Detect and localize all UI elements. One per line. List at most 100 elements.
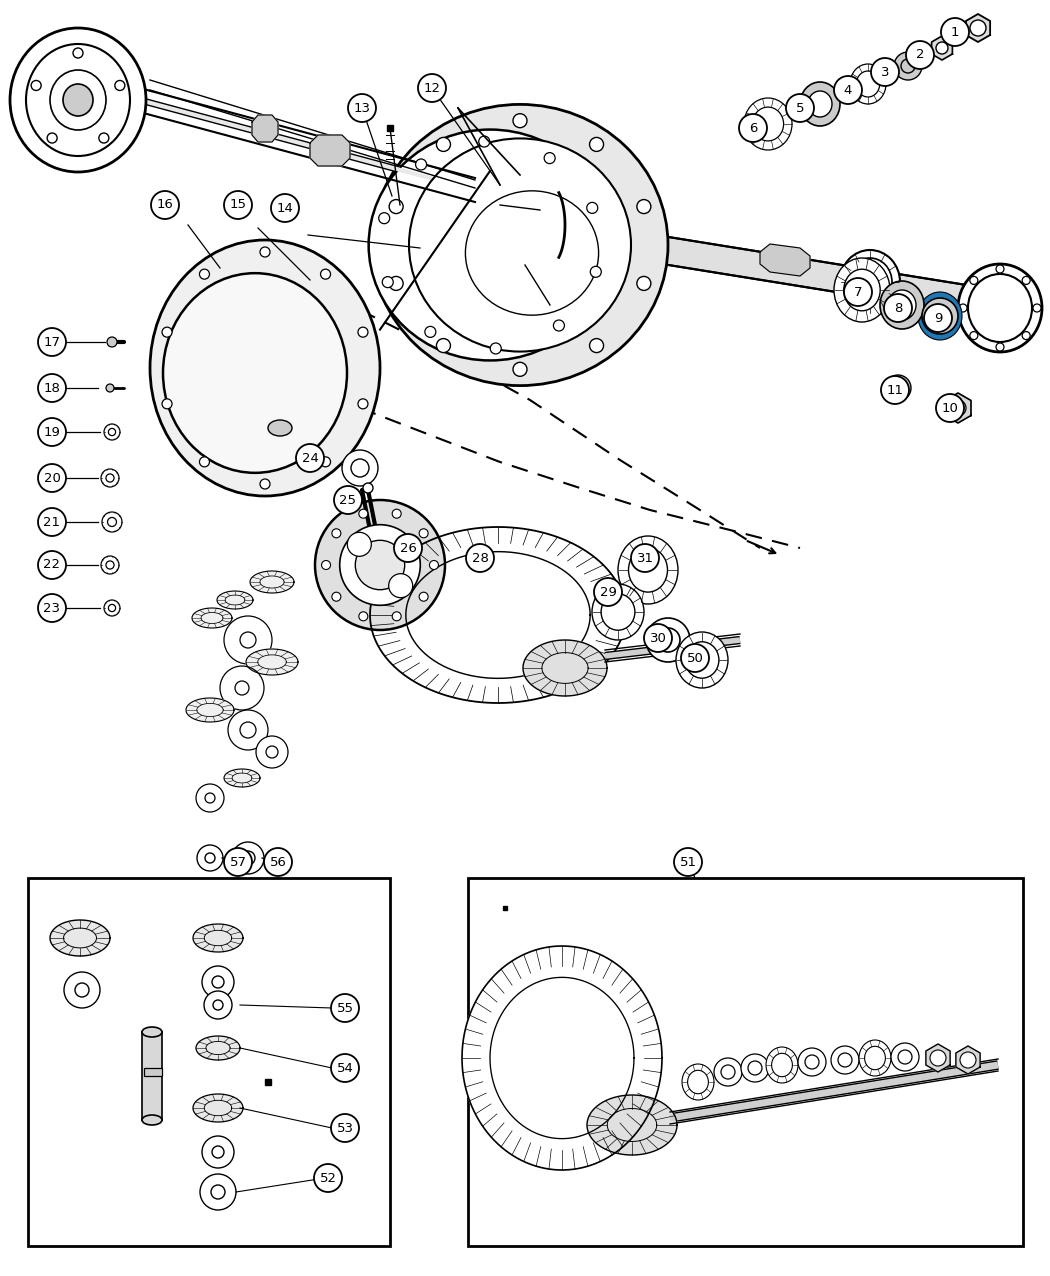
Ellipse shape <box>369 130 611 360</box>
Ellipse shape <box>419 528 428 537</box>
Polygon shape <box>217 591 253 609</box>
Ellipse shape <box>996 343 1004 351</box>
Ellipse shape <box>996 265 1004 273</box>
Ellipse shape <box>931 308 949 325</box>
Polygon shape <box>50 920 110 956</box>
Ellipse shape <box>142 1027 162 1037</box>
Polygon shape <box>587 1095 677 1155</box>
Ellipse shape <box>936 394 964 422</box>
Ellipse shape <box>266 746 278 758</box>
Ellipse shape <box>744 98 792 151</box>
Ellipse shape <box>429 560 439 569</box>
Ellipse shape <box>592 584 644 641</box>
Text: 3: 3 <box>881 65 889 79</box>
Text: 54: 54 <box>337 1062 354 1074</box>
Ellipse shape <box>960 1051 977 1068</box>
Ellipse shape <box>321 560 331 569</box>
Ellipse shape <box>331 1114 359 1142</box>
Bar <box>28 878 390 1245</box>
Ellipse shape <box>838 1053 852 1067</box>
Ellipse shape <box>151 191 178 219</box>
Text: 31: 31 <box>636 551 653 564</box>
Ellipse shape <box>38 551 66 579</box>
Text: 29: 29 <box>600 586 616 598</box>
Ellipse shape <box>358 327 367 337</box>
Bar <box>142 1032 162 1120</box>
Ellipse shape <box>587 203 597 213</box>
Ellipse shape <box>224 191 252 219</box>
Ellipse shape <box>410 138 631 352</box>
Ellipse shape <box>264 849 292 877</box>
Text: 10: 10 <box>942 402 959 415</box>
Ellipse shape <box>637 199 651 213</box>
Ellipse shape <box>425 327 436 337</box>
Ellipse shape <box>682 1064 714 1100</box>
Ellipse shape <box>38 508 66 536</box>
Ellipse shape <box>676 632 728 688</box>
Ellipse shape <box>211 1185 225 1199</box>
Ellipse shape <box>416 160 426 170</box>
Ellipse shape <box>544 153 555 163</box>
Ellipse shape <box>419 592 428 601</box>
Ellipse shape <box>786 94 814 122</box>
Text: 53: 53 <box>336 1122 354 1134</box>
Ellipse shape <box>885 375 911 401</box>
Ellipse shape <box>240 722 256 738</box>
Ellipse shape <box>260 478 270 489</box>
Ellipse shape <box>108 605 116 611</box>
Ellipse shape <box>106 561 114 569</box>
Text: 17: 17 <box>43 336 61 348</box>
Ellipse shape <box>714 1058 742 1086</box>
Ellipse shape <box>10 28 146 172</box>
Ellipse shape <box>881 376 909 404</box>
Polygon shape <box>625 230 985 316</box>
Ellipse shape <box>260 248 270 256</box>
Ellipse shape <box>197 845 223 872</box>
Ellipse shape <box>38 464 66 493</box>
Ellipse shape <box>601 593 635 630</box>
Ellipse shape <box>271 194 299 222</box>
Ellipse shape <box>200 1174 236 1210</box>
Ellipse shape <box>102 512 122 532</box>
Ellipse shape <box>256 736 288 768</box>
Ellipse shape <box>212 976 224 988</box>
Ellipse shape <box>26 43 130 156</box>
Ellipse shape <box>629 547 668 592</box>
Ellipse shape <box>220 666 264 709</box>
Ellipse shape <box>894 52 922 80</box>
Ellipse shape <box>213 1000 223 1011</box>
Polygon shape <box>246 649 298 675</box>
Text: 14: 14 <box>276 202 293 214</box>
Ellipse shape <box>390 199 403 213</box>
Ellipse shape <box>864 1046 885 1069</box>
Ellipse shape <box>831 1046 859 1074</box>
Text: 1: 1 <box>950 26 960 38</box>
Ellipse shape <box>107 337 117 347</box>
Ellipse shape <box>296 444 324 472</box>
Ellipse shape <box>268 420 292 436</box>
Polygon shape <box>192 607 232 628</box>
Ellipse shape <box>38 419 66 447</box>
Ellipse shape <box>202 1136 234 1168</box>
Polygon shape <box>310 135 350 166</box>
Ellipse shape <box>104 600 120 616</box>
Ellipse shape <box>857 71 880 97</box>
Ellipse shape <box>631 544 659 572</box>
Ellipse shape <box>589 138 604 152</box>
Ellipse shape <box>950 399 966 416</box>
Ellipse shape <box>342 450 378 486</box>
Ellipse shape <box>358 399 367 408</box>
Ellipse shape <box>772 1053 793 1077</box>
Ellipse shape <box>38 595 66 621</box>
Ellipse shape <box>38 374 66 402</box>
Ellipse shape <box>38 328 66 356</box>
Text: 52: 52 <box>319 1171 336 1184</box>
Polygon shape <box>966 14 990 42</box>
Ellipse shape <box>418 74 446 102</box>
Ellipse shape <box>163 273 346 473</box>
Ellipse shape <box>50 70 106 130</box>
Ellipse shape <box>859 1040 891 1076</box>
Bar <box>468 878 1023 1245</box>
Ellipse shape <box>590 267 602 277</box>
Ellipse shape <box>490 343 501 353</box>
